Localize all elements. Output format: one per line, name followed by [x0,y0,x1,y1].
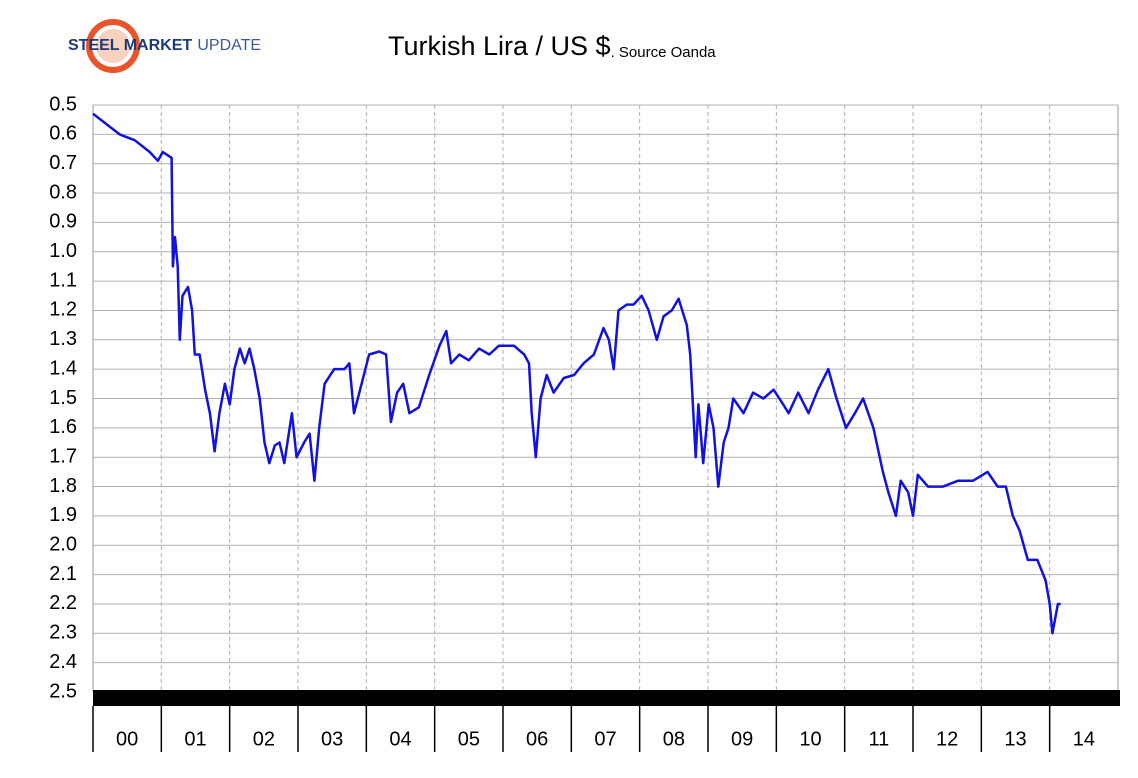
y-tick-label: 0.8 [49,181,77,203]
y-tick-label: 1.8 [49,475,77,497]
x-tick-label: 14 [1073,728,1095,750]
y-tick-label: 0.9 [49,211,77,233]
x-tick-label: 06 [526,728,548,750]
x-tick-label: 10 [799,728,821,750]
y-tick-label: 1.3 [49,328,77,350]
y-tick-label: 2.5 [49,680,77,702]
y-tick-label: 1.6 [49,416,77,438]
y-tick-label: 0.6 [49,123,77,145]
x-tick-label: 05 [458,728,480,750]
x-tick-label: 03 [321,728,343,750]
x-tick-label: 02 [253,728,275,750]
x-tick-label: 04 [389,728,411,750]
x-tick-label: 08 [663,728,685,750]
x-tick-label: 09 [731,728,753,750]
y-tick-label: 0.5 [49,93,77,115]
x-tick-label: 01 [184,728,206,750]
y-tick-label: 1.2 [49,299,77,321]
chart-title: Turkish Lira / US $ [388,31,611,61]
y-tick-label: 2.4 [49,651,77,673]
y-tick-label: 1.9 [49,504,77,526]
x-tick-label: 13 [1004,728,1026,750]
logo: STEEL MARKET UPDATE [68,19,261,73]
y-tick-label: 2.2 [49,592,77,614]
logo-light: UPDATE [197,37,261,54]
y-tick-label: 0.7 [49,152,77,174]
x-tick-label: 12 [936,728,958,750]
y-tick-label: 1.4 [49,357,77,379]
logo-bold: STEEL MARKET [68,37,192,54]
y-tick-label: 2.0 [49,534,77,556]
x-tick-label: 00 [116,728,138,750]
logo-ring [86,19,140,73]
line-series [92,112,1061,635]
x-tick-label: 11 [868,728,889,750]
y-tick-label: 2.3 [49,622,77,644]
chart-subtitle: . Source Oanda [611,44,717,61]
x-axis-bar [93,690,1120,706]
y-tick-label: 2.1 [49,563,77,585]
y-tick-label: 1.0 [49,240,77,262]
logo-disc [96,29,130,63]
y-tick-label: 1.5 [49,387,77,409]
y-tick-label: 1.7 [49,445,77,467]
y-tick-label: 1.1 [49,269,77,291]
x-tick-label: 07 [594,728,616,750]
